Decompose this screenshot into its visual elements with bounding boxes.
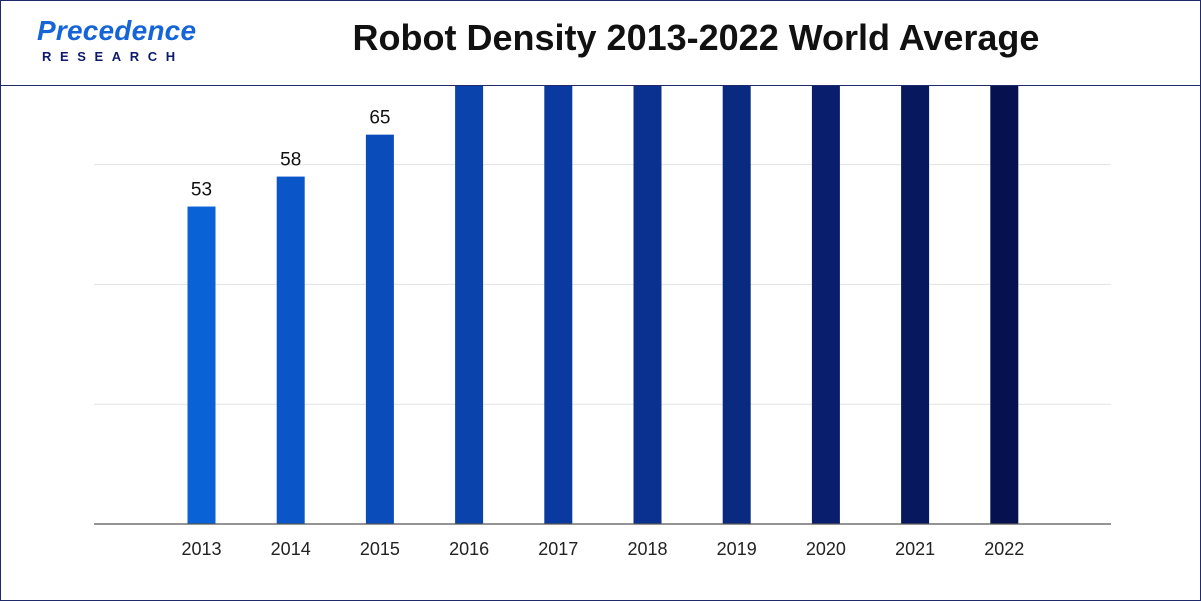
data-label-2014: 58 — [280, 150, 301, 171]
bar-2021 — [901, 86, 930, 524]
x-tick-label-2017: 2017 — [538, 539, 578, 559]
bar-2022 — [990, 86, 1019, 524]
brand-logo: Precedence RESEARCH — [37, 15, 227, 71]
bar-2014 — [276, 176, 305, 524]
x-tick-label-2013: 2013 — [181, 539, 221, 559]
bar-2017 — [544, 86, 573, 524]
bar-2013 — [187, 206, 216, 524]
chart-title: Robot Density 2013-2022 World Average — [352, 17, 1040, 58]
bar-2015 — [365, 134, 394, 524]
bar-chart: 5320135820146520157420168520179820181082… — [94, 86, 1111, 559]
x-tick-label-2018: 2018 — [627, 539, 667, 559]
bar-2016 — [455, 86, 484, 525]
bar-2020 — [811, 86, 840, 524]
x-tick-label-2021: 2021 — [895, 539, 935, 559]
x-tick-label-2020: 2020 — [806, 539, 846, 559]
data-label-2013: 53 — [191, 180, 212, 201]
data-label-2015: 65 — [369, 108, 390, 129]
x-tick-label-2015: 2015 — [360, 539, 400, 559]
x-tick-label-2019: 2019 — [717, 539, 757, 559]
logo-subtitle: RESEARCH — [42, 49, 184, 64]
x-tick-label-2016: 2016 — [449, 539, 489, 559]
bar-2019 — [722, 86, 751, 524]
header: Precedence RESEARCH Robot Density 2013-2… — [1, 1, 1200, 86]
x-tick-label-2014: 2014 — [271, 539, 311, 559]
x-tick-label-2022: 2022 — [984, 539, 1024, 559]
logo-name: Precedence — [37, 15, 197, 46]
bar-2018 — [633, 86, 662, 525]
